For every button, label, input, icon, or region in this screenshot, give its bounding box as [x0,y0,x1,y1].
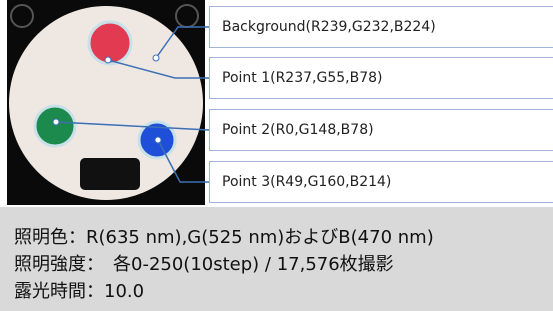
figure: Background(R239,G232,B224) Point 1(R237,… [0,0,553,311]
conditions-panel: 照明色：R(635 nm),G(525 nm)およびB(470 nm) 照明強度… [0,207,553,311]
leader-dot [153,55,159,61]
label-box: Background(R239,G232,B224) [209,6,553,48]
label-box: Point 1(R237,G55,B78) [209,57,553,99]
condition-line: 照明色：R(635 nm),G(525 nm)およびB(470 nm) [14,223,434,249]
condition-line: 露光時間：10.0 [14,277,144,303]
green-spot [35,106,75,146]
label-box: Point 3(R49,G160,B214) [209,161,553,203]
dish-photo [0,0,209,207]
condition-line: 照明強度： 各0-250(10step) / 17,576枚撮影 [14,250,394,276]
label-box: Point 2(R0,G148,B78) [209,109,553,151]
leader-dot [155,137,161,143]
leader-dot [53,119,59,125]
black-patch [80,158,140,190]
leader-dot [105,57,111,63]
